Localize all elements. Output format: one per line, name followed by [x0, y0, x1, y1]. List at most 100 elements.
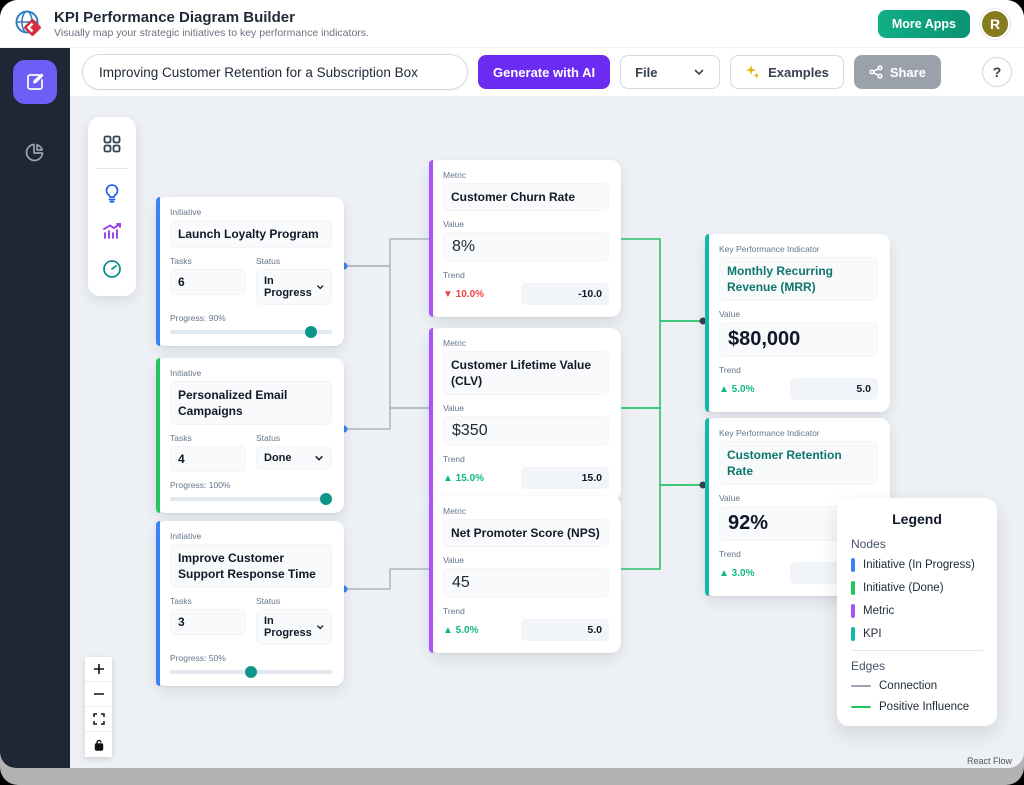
tasks-input[interactable] — [170, 446, 246, 473]
status-select[interactable]: Done — [256, 446, 332, 471]
lock-toggle-button[interactable] — [85, 732, 112, 757]
initiative-node-support-response[interactable]: Initiative Improve Customer Support Resp… — [156, 521, 344, 687]
zoom-out-button[interactable] — [85, 682, 112, 707]
share-label: Share — [889, 64, 926, 80]
initiative-title[interactable]: Personalized Email Campaigns — [170, 381, 332, 426]
initiative-node-email-campaigns[interactable]: Initiative Personalized Email Campaigns … — [156, 358, 344, 514]
connection-handle — [699, 317, 707, 325]
progress-slider[interactable] — [170, 493, 332, 506]
trend-badge: ▲ 5.0% — [719, 383, 755, 395]
metric-value[interactable]: 45 — [443, 568, 609, 599]
slider-handle[interactable] — [304, 326, 317, 339]
progress-slider[interactable] — [170, 326, 332, 339]
app-window: KPI Performance Diagram Builder Visually… — [0, 0, 1024, 768]
kpi-title[interactable]: Customer Retention Rate — [719, 441, 878, 486]
status-label: Status — [256, 433, 281, 444]
legend-edge-swatch — [851, 706, 871, 708]
trend-input[interactable] — [521, 619, 609, 642]
palette-divider — [96, 168, 128, 169]
initiative-title[interactable]: Launch Loyalty Program — [170, 220, 332, 249]
trend-input[interactable] — [521, 467, 609, 490]
share-icon — [869, 65, 883, 79]
trend-label: Trend — [719, 365, 741, 376]
metric-node-clv[interactable]: Metric Customer Lifetime Value (CLV) Val… — [429, 328, 621, 502]
node-accent-bar — [429, 496, 433, 654]
file-menu-button[interactable]: File — [620, 55, 721, 89]
tasks-input[interactable] — [170, 269, 246, 296]
fit-view-button[interactable] — [85, 707, 112, 732]
node-type-label: Initiative — [170, 207, 202, 217]
initiative-title[interactable]: Improve Customer Support Response Time — [170, 544, 332, 589]
trend-input[interactable] — [521, 283, 609, 306]
metric-value[interactable]: $350 — [443, 416, 609, 447]
layout-grid-button[interactable] — [92, 125, 132, 163]
examples-button[interactable]: Examples — [730, 55, 844, 89]
node-type-label: Metric — [443, 170, 467, 180]
more-apps-button[interactable]: More Apps — [877, 9, 970, 38]
trend-label: Trend — [719, 549, 741, 560]
slider-handle[interactable] — [320, 493, 332, 506]
side-nav — [0, 48, 70, 768]
kpi-node-mrr[interactable]: Key Performance Indicator Monthly Recurr… — [705, 234, 890, 413]
avatar[interactable]: R — [980, 8, 1010, 39]
metric-node-nps[interactable]: Metric Net Promoter Score (NPS) Value 45… — [429, 496, 621, 654]
legend-item-label: KPI — [863, 628, 882, 640]
diagram-editor-nav-button[interactable] — [13, 60, 57, 104]
fit-view-icon — [92, 713, 105, 725]
legend-color-bar — [851, 558, 855, 572]
metric-title[interactable]: Customer Churn Rate — [443, 183, 609, 212]
node-type-label: Metric — [443, 338, 467, 348]
page-subtitle: Visually map your strategic initiatives … — [54, 26, 369, 39]
status-value: In Progress — [264, 275, 312, 300]
value-label: Value — [443, 555, 465, 566]
legend-edges-heading: Edges — [851, 659, 886, 673]
metric-node-churn-rate[interactable]: Metric Customer Churn Rate Value 8% Tren… — [429, 160, 621, 318]
node-accent-bar — [429, 328, 433, 502]
legend-item-positive-influence: Positive Influence — [851, 701, 983, 713]
metric-value[interactable]: 8% — [443, 232, 609, 263]
legend-item-label: Initiative (In Progress) — [863, 559, 975, 571]
analytics-nav-button[interactable] — [13, 130, 57, 174]
status-select[interactable]: In Progress — [256, 609, 332, 646]
status-select[interactable]: In Progress — [256, 269, 332, 306]
legend-item-initiative-in-progress: Initiative (In Progress) — [851, 558, 983, 572]
chevron-down-icon — [315, 456, 323, 462]
value-label: Value — [719, 309, 741, 320]
node-accent-bar — [156, 197, 160, 347]
help-button[interactable]: ? — [982, 57, 1012, 87]
add-metric-node-button[interactable] — [92, 212, 132, 250]
status-value: In Progress — [264, 615, 312, 640]
progress-label: Progress: 90% — [170, 313, 226, 324]
add-kpi-node-button[interactable] — [92, 250, 132, 288]
zoom-in-button[interactable] — [85, 657, 112, 682]
tasks-input[interactable] — [170, 609, 246, 636]
generate-with-ai-button[interactable]: Generate with AI — [478, 55, 611, 89]
metric-title[interactable]: Customer Lifetime Value (CLV) — [443, 351, 609, 396]
value-label: Value — [443, 403, 465, 414]
add-initiative-node-button[interactable] — [92, 174, 132, 212]
edge-connection — [344, 407, 433, 430]
share-button[interactable]: Share — [853, 55, 941, 89]
metric-title[interactable]: Net Promoter Score (NPS) — [443, 519, 609, 548]
node-accent-bar — [156, 358, 160, 514]
kpi-title[interactable]: Monthly Recurring Revenue (MRR) — [719, 257, 878, 302]
progress-label: Progress: 100% — [170, 480, 231, 491]
diagram-title-input[interactable] — [82, 54, 468, 90]
node-palette — [88, 117, 136, 296]
node-type-label: Initiative — [170, 531, 202, 541]
progress-slider[interactable] — [170, 666, 332, 679]
diagram-canvas[interactable]: Initiative Launch Loyalty Program Tasks … — [70, 97, 1024, 768]
kpi-value[interactable]: $80,000 — [719, 322, 878, 358]
status-label: Status — [256, 256, 281, 267]
slider-handle[interactable] — [245, 666, 257, 679]
trend-input[interactable] — [790, 378, 878, 401]
lock-icon — [94, 739, 103, 751]
sparkles-icon — [746, 65, 760, 79]
examples-label: Examples — [768, 64, 829, 80]
node-accent-bar — [705, 418, 709, 597]
initiative-node-launch-loyalty[interactable]: Initiative Launch Loyalty Program Tasks … — [156, 197, 344, 347]
react-flow-attribution[interactable]: React Flow — [966, 756, 1012, 766]
edge-positive-influence — [617, 407, 703, 486]
edge-positive-influence — [617, 320, 703, 409]
minus-icon — [93, 693, 104, 695]
